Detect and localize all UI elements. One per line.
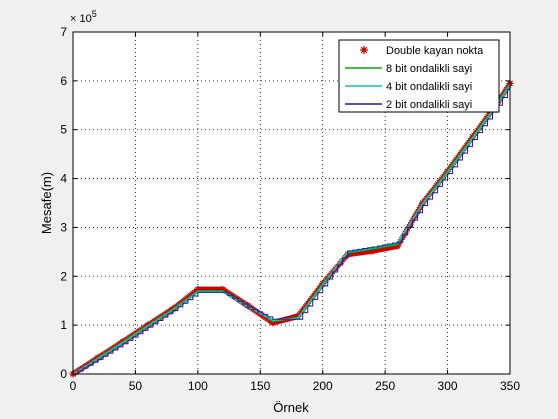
exponent-label: × 105 [70,9,97,25]
data-point [369,247,377,255]
x-tick-label: 150 [250,379,270,393]
legend-label: Double kayan nokta [386,45,484,57]
y-tick-label: 2 [60,269,67,283]
x-tick-label: 50 [129,379,143,393]
ticks [72,31,511,375]
legend: Double kayan nokta 8 bit ondalikli sayi 4 … [338,39,500,113]
y-tick-label: 4 [60,172,67,186]
legend-label: 8 bit ondalikli sayi [386,63,472,75]
legend-entry-1: 8 bit ondalikli sayi [345,63,472,75]
x-axis-label: Örnek [273,400,309,415]
legend-label: 2 bit ondalikli sayi [386,99,472,111]
legend-entry-0: Double kayan nokta [360,45,484,57]
legend-entry-2: 4 bit ondalikli sayi [345,81,472,93]
data-point [394,242,402,250]
series-3 [73,89,510,375]
series-2 [72,84,511,375]
x-tick-label: 300 [438,379,458,393]
y-tick-label: 7 [60,25,67,39]
y-tick-label: 6 [60,74,67,88]
y-tick-label: 1 [60,318,67,332]
series-layer [69,79,514,378]
plot-frame [72,31,511,375]
x-tick-label: 250 [375,379,395,393]
y-axis-label: Mesafe(m) [39,172,54,234]
series-line [73,89,510,375]
series-line [72,84,511,375]
x-tick-label: 200 [313,379,333,393]
y-tick-label: 0 [60,367,67,381]
x-tick-label: 350 [500,379,520,393]
y-tick-label: 5 [60,123,67,137]
data-point [269,319,277,327]
legend-marker [360,46,368,54]
data-point [194,285,202,293]
legend-entry-3: 2 bit ondalikli sayi [345,99,472,111]
legend-label: 4 bit ondalikli sayi [386,81,472,93]
x-tick-label: 0 [70,379,77,393]
data-point [219,285,227,293]
y-tick-label: 3 [60,220,67,234]
tick-labels: 0 50 100 150 200 250 300 350 0 1 2 3 4 5 6 7 [60,25,520,393]
x-tick-label: 100 [188,379,208,393]
